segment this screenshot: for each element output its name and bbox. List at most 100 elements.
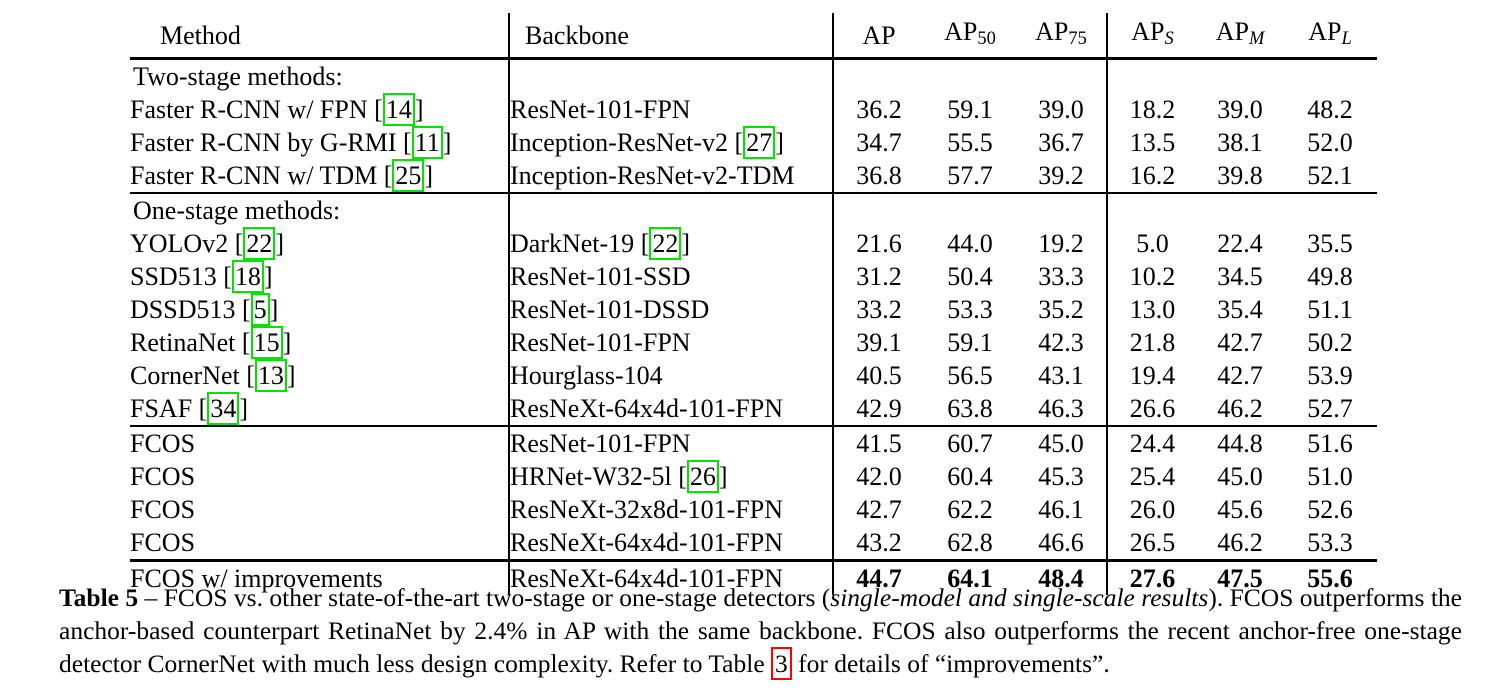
metric-value: 39.1 (856, 328, 902, 358)
method-cell: YOLOv2 [22] (130, 227, 510, 261)
method-name: DSSD513 (130, 295, 236, 325)
table-row: FCOS ResNet-101-FPN 41.5 60.7 45.0 24.4 44.8 51… (130, 426, 1377, 461)
metric-value: 44.7 (856, 564, 902, 594)
backbone-cell: DarkNet-19 [22] (509, 227, 834, 261)
metric-value: 42.7 (1217, 361, 1263, 391)
citation-link[interactable]: 22 (243, 227, 276, 261)
metric-value (833, 193, 924, 227)
metric-value (1016, 58, 1108, 94)
metric-value (924, 193, 1016, 227)
table-row: Faster R-CNN by G-RMI [11] Inception-ResN… (130, 126, 1377, 160)
col-header-apl: APL (1283, 13, 1377, 59)
cite-close-bracket: ] (275, 229, 285, 259)
table-row: YOLOv2 [22] DarkNet-19 [22] 21.6 44.0 19.2 5.… (130, 227, 1377, 261)
metric-value (1197, 193, 1283, 227)
citation-link[interactable]: 11 (411, 126, 443, 160)
citation-link[interactable]: 25 (392, 159, 425, 193)
metric-value: 42.7 (856, 495, 902, 525)
metric-value: 59.1 (947, 328, 993, 358)
metric-value: 47.5 (1217, 564, 1263, 594)
col-header-apm-sub: M (1248, 28, 1265, 49)
citation-link[interactable]: 27 (743, 126, 776, 160)
backbone-cell: ResNeXt-64x4d-101-FPN (509, 526, 834, 561)
cite-close-bracket: ] (263, 262, 273, 292)
citation-link[interactable]: 5 (250, 293, 270, 327)
method-cell: CornerNet [13] (130, 359, 510, 393)
metric-value (1197, 59, 1283, 94)
citation-link[interactable]: 13 (254, 359, 287, 393)
citation-link[interactable]: 26 (686, 460, 719, 494)
metric-value: 13.0 (1129, 295, 1176, 325)
metric-value: 42.0 (856, 462, 902, 492)
col-header-apl-sub: L (1341, 28, 1352, 49)
metric-value: 39.2 (1016, 159, 1108, 194)
metric-value: 44.8 (1217, 429, 1263, 459)
method-cell: RetinaNet [15] (130, 326, 510, 360)
metric-value: 19.2 (1016, 227, 1108, 261)
metric-value: 52.6 (1307, 495, 1353, 525)
method-name: FSAF (130, 394, 193, 424)
metric-value: 46.3 (1016, 392, 1108, 427)
col-header-ap75-sub: 75 (1068, 28, 1087, 49)
backbone-cell: Inception-ResNet-v2-TDM (509, 159, 834, 194)
cite-open-bracket: [ (235, 295, 251, 325)
backbone-name: ResNeXt-64x4d-101-FPN (510, 394, 783, 424)
backbone-name: ResNeXt-32x8d-101-FPN (510, 495, 783, 525)
metric-value: 42.9 (856, 394, 902, 424)
method-name: FCOS w/ improvements (130, 564, 383, 594)
metric-value: 46.6 (1016, 526, 1108, 561)
citation-link[interactable]: 34 (207, 392, 240, 426)
method-cell: FCOS (130, 526, 510, 561)
metric-value: 51.0 (1307, 462, 1353, 492)
metric-value: 19.4 (1129, 361, 1176, 391)
metric-value: 45.0 (1217, 462, 1263, 492)
col-header-ap50-sub: 50 (977, 28, 996, 49)
method-name: FCOS (130, 462, 196, 492)
metric-value (924, 59, 1016, 94)
table-row: FCOS ResNeXt-32x8d-101-FPN 42.7 62.2 46.1 26.… (130, 493, 1377, 527)
col-header-aps: APS (1107, 13, 1197, 59)
metric-value (1107, 59, 1197, 94)
cite-open-bracket: [ (671, 462, 687, 492)
metric-value: 43.2 (856, 528, 902, 558)
table-row: FCOS w/ improvements ResNeXt-64x4d-101-FP… (130, 560, 1377, 596)
metric-value: 34.7 (856, 128, 902, 158)
method-cell: FCOS (130, 426, 510, 461)
backbone-cell (509, 58, 834, 94)
metric-value: 62.8 (947, 528, 993, 558)
metric-value: 33.3 (1016, 260, 1108, 294)
table-row: DSSD513 [5] ResNet-101-DSSD 33.2 53.3 35.2 13… (130, 293, 1377, 327)
metric-value: 45.3 (1016, 460, 1108, 494)
col-header-aps-sub: S (1164, 28, 1174, 49)
backbone-name: ResNet-101-FPN (510, 429, 691, 459)
method-cell: SSD513 [18] (130, 260, 510, 294)
method-name: FCOS (130, 495, 196, 525)
cite-close-bracket: ] (239, 394, 248, 424)
metric-value: 41.5 (856, 429, 902, 459)
table-3-reference-link[interactable]: 3 (771, 647, 792, 680)
cite-open-bracket: [ (377, 161, 393, 191)
metric-value: 51.6 (1307, 429, 1353, 459)
backbone-name: Inception-ResNet-v2 (510, 128, 729, 158)
metric-value: 59.1 (947, 95, 993, 125)
citation-link[interactable]: 14 (382, 93, 415, 127)
citation-link[interactable]: 22 (649, 227, 682, 261)
method-cell: FSAF [34] (130, 392, 510, 427)
section-label: One-stage methods: (133, 196, 341, 226)
metric-value: 5.0 (1136, 229, 1169, 259)
citation-link[interactable]: 18 (231, 260, 264, 294)
citation-link[interactable]: 15 (250, 326, 283, 360)
header-row: Method Backbone AP AP50 AP75 APS APM APL (130, 13, 1377, 59)
caption-dash: – (138, 583, 164, 612)
metric-value (1283, 59, 1377, 94)
method-cell: One-stage methods: (130, 193, 510, 228)
metric-value: 36.7 (1016, 126, 1108, 160)
metric-value: 42.7 (1217, 328, 1263, 358)
metric-value: 53.9 (1307, 361, 1353, 391)
metric-value: 21.6 (856, 229, 902, 259)
metric-value: 52.1 (1307, 161, 1353, 191)
table-body: Two-stage methods: Faster R-CNN w/ FPN [1… (130, 58, 1377, 596)
method-name: Faster R-CNN w/ FPN (130, 95, 368, 125)
metric-value: 46.1 (1016, 493, 1108, 527)
backbone-name: ResNet-101-SSD (510, 262, 691, 292)
